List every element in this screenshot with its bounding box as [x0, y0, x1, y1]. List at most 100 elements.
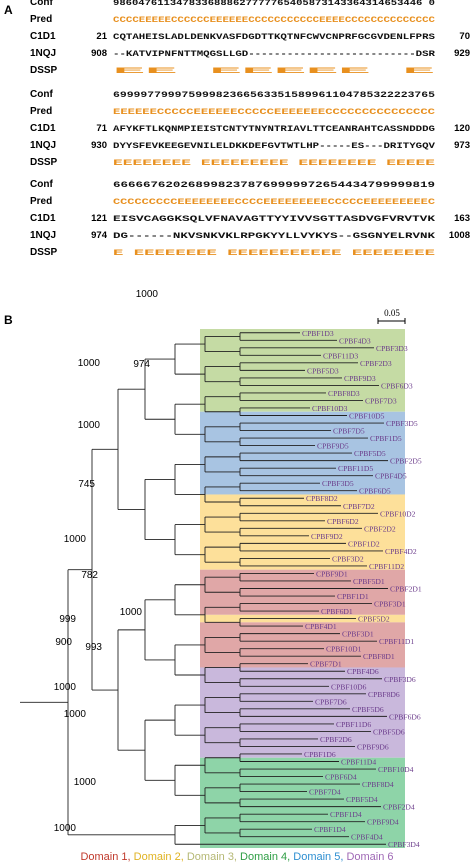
legend-entry: Domain 4,: [237, 851, 290, 863]
leaf-label: CPBF9D6: [357, 742, 389, 751]
leaf-label: CPBF4D4: [351, 833, 383, 842]
leaf-label: CPBF6D1: [321, 607, 353, 616]
leaf-label: CPBF1D6: [304, 750, 336, 759]
leaf-label: CPBF7D6: [315, 697, 347, 706]
leaf-label: CPBF1D4: [330, 810, 362, 819]
leaf-label: CPBF7D5: [333, 427, 365, 436]
leaf-label: CPBF11D5: [338, 464, 373, 473]
leaf-label: CPBF8D2: [306, 494, 338, 503]
legend-entry: Domain 2,: [131, 851, 184, 863]
leaf-label: CPBF7D1: [310, 660, 342, 669]
leaf-label: CPBF7D2: [343, 502, 375, 511]
panel-a-label: A: [4, 3, 13, 17]
leaf-label: CPBF2D6: [320, 735, 352, 744]
leaf-label: CPBF3D5: [322, 479, 354, 488]
leaf-label: CPBF8D6: [368, 690, 400, 699]
leaf-label: CPBF5D6: [373, 727, 405, 736]
leaf-label: CPBF11D6: [336, 720, 371, 729]
row-name: 1NQJ: [30, 140, 56, 151]
leaf-label: CPBF10D3: [312, 404, 348, 413]
row-name: Conf: [30, 0, 53, 8]
leaf-label: CPBF11D4: [341, 758, 376, 767]
row-start-number: 930: [91, 140, 107, 151]
row-sequence: CCCCCCCCCEEEEEEEECCCCEEEEEEEEECCCCCEEEEE…: [113, 198, 435, 207]
leaf-label: CPBF9D3: [344, 374, 376, 383]
leaf-label: CPBF4D1: [305, 622, 337, 631]
leaf-label: CPBF10D2: [380, 509, 416, 518]
row-sequence: EE EEEEE E: [113, 67, 436, 76]
row-name: DSSP: [30, 65, 58, 76]
leaf-label: CPBF2D3: [360, 359, 392, 368]
row-sequence: 6666676202689982378769999972654434799999…: [113, 181, 435, 190]
bootstrap-value: 782: [81, 570, 98, 581]
leaf-label: CPBF8D1: [363, 652, 395, 661]
leaf-label: CPBF4D3: [339, 336, 371, 345]
bootstrap-value: 1000: [136, 289, 159, 300]
row-sequence: AFYKFTLKQNMPIEISTCNTYTNYNTRIAVLTTCEANRAH…: [113, 125, 435, 134]
domain-legend: Domain 1, Domain 2, Domain 3, Domain 4, …: [80, 851, 393, 863]
leaf-label: CPBF10D1: [326, 645, 362, 654]
row-sequence: EISVCAGGKSQLVFNAVAGTTYYIVVSGTTASDVGFVRVT…: [113, 215, 435, 224]
leaf-label: CPBF7D3: [365, 396, 397, 405]
bootstrap-value: 1000: [78, 358, 101, 369]
domain-band: [200, 622, 405, 668]
leaf-label: CPBF2D2: [364, 524, 396, 533]
row-name: DSSP: [30, 157, 58, 168]
legend-entry: Domain 1,: [80, 851, 130, 863]
bootstrap-value: 1000: [120, 607, 143, 618]
leaf-label: CPBF3D5: [386, 419, 418, 428]
leaf-label: CPBF3D6: [384, 675, 416, 684]
bootstrap-value: 1000: [54, 682, 77, 693]
row-sequence: EEEEEECCCCCEEEEEECCCCCEEEEEEECCCCCCCCCCC…: [113, 108, 435, 117]
bootstrap-value: 745: [78, 479, 95, 490]
row-sequence: E EEEEEEEE EEEEEEEEEEE EEEEEEEE: [113, 249, 435, 258]
leaf-label: CPBF6D5: [359, 487, 391, 496]
leaf-label: CPBF1D2: [348, 539, 380, 548]
leaf-label: CPBF2D5: [390, 457, 422, 466]
row-sequence: DYYSFEVKEEGEVNILELDKKDEFGVTWTLHP-----ES-…: [113, 142, 435, 151]
row-start-number: 121: [91, 213, 108, 224]
leaf-label: CPBF4D2: [385, 547, 417, 556]
row-name: 1NQJ: [30, 230, 56, 241]
scale-label: 0.05: [384, 308, 400, 318]
leaf-label: CPBF6D6: [389, 712, 421, 721]
leaf-label: CPBF3D4: [388, 840, 420, 849]
row-start-number: 71: [96, 123, 107, 134]
leaf-label: CPBF9D4: [367, 818, 399, 827]
leaf-label: CPBF6D3: [381, 381, 413, 390]
row-start-number: 21: [96, 31, 107, 42]
bootstrap-value: 993: [85, 642, 102, 653]
leaf-label: CPBF4D5: [375, 472, 407, 481]
leaf-label: CPBF5D5: [354, 449, 386, 458]
scale-bar: 0.05: [377, 308, 406, 324]
leaf-label: CPBF11D2: [369, 562, 404, 571]
leaf-label: CPBF10D4: [378, 765, 414, 774]
leaf-label: CPBF5D6: [352, 705, 384, 714]
row-end-number: 1008: [449, 230, 470, 241]
row-name: Conf: [30, 89, 53, 100]
row-name: 1NQJ: [30, 48, 56, 59]
row-sequence: DG------NKVSNKVKLRPGKYYLLVYKYS--GSGNYELR…: [113, 232, 435, 241]
row-name: Conf: [30, 179, 53, 190]
leaf-label: CPBF9D1: [316, 569, 348, 578]
row-sequence: --KATVIPNFNTTMQGSLLGD-------------------…: [113, 50, 435, 59]
bootstrap-value: 1000: [64, 709, 87, 720]
row-sequence: 9860476113478336888627777765405873143364…: [113, 0, 435, 8]
bootstrap-value: 1000: [64, 534, 87, 545]
row-sequence: CQTAHEISLADLDENKVASFDGDTTKQTNFCWVCNPRFGC…: [113, 33, 435, 42]
leaf-label: CPBF9D5: [317, 442, 349, 451]
leaf-label: CPBF3D3: [376, 344, 408, 353]
bootstrap-value: 1000: [78, 420, 101, 431]
bootstrap-value: 1000: [74, 777, 97, 788]
leaf-label: CPBF11D1: [379, 637, 414, 646]
leaf-label: CPBF3D1: [342, 630, 374, 639]
row-name: Pred: [30, 14, 52, 25]
leaf-label: CPBF9D2: [311, 532, 343, 541]
leaf-label: CPBF6D4: [325, 773, 357, 782]
row-end-number: 973: [454, 140, 470, 151]
legend-entry: Domain 3,: [184, 851, 237, 863]
row-name: DSSP: [30, 247, 58, 258]
alignment-panel: A Conf 9860476113478336888627777765405873…: [4, 0, 470, 258]
leaf-label: CPBF2D1: [390, 585, 422, 594]
